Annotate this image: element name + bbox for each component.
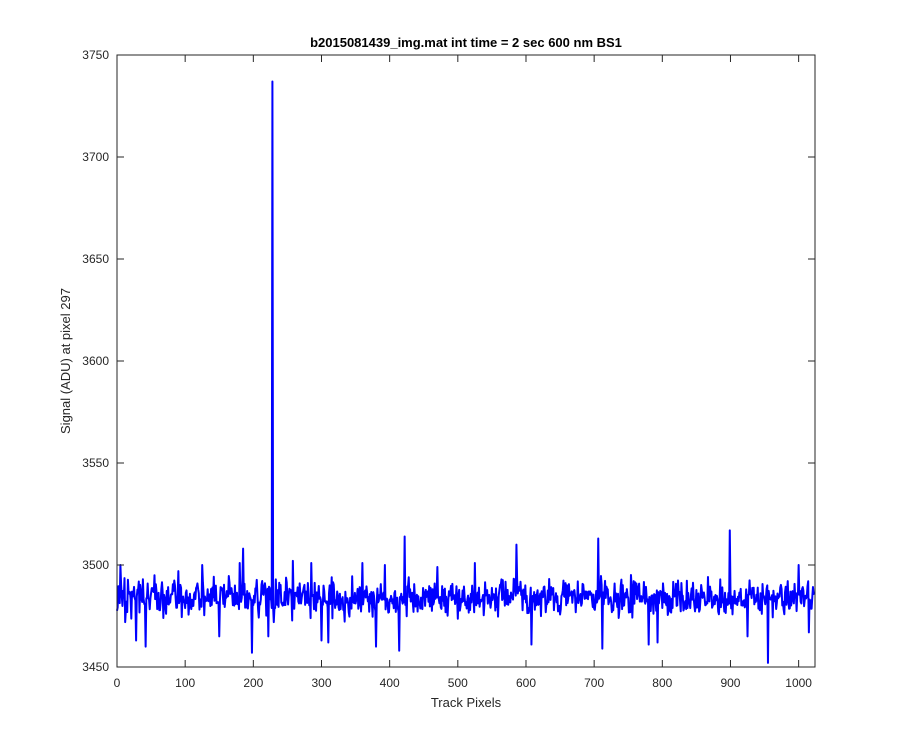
- x-tick-label: 100: [175, 676, 195, 690]
- x-axis-ticks: 0 100 200 300 400 500 600 700 800 900 1000: [114, 55, 812, 690]
- x-axis-label: Track Pixels: [431, 695, 502, 710]
- x-tick-label: 400: [380, 676, 400, 690]
- x-tick-label: 700: [584, 676, 604, 690]
- y-tick-label: 3700: [82, 150, 109, 164]
- y-axis-label: Signal (ADU) at pixel 297: [58, 288, 73, 434]
- signal-series-line: [116, 80, 816, 664]
- y-tick-label: 3650: [82, 252, 109, 266]
- y-tick-label: 3500: [82, 558, 109, 572]
- y-axis-ticks: 3450 3500 3550 3600 3650 3700 3750: [82, 48, 815, 674]
- x-tick-label: 200: [243, 676, 263, 690]
- x-tick-label: 900: [720, 676, 740, 690]
- x-tick-label: 500: [448, 676, 468, 690]
- y-tick-label: 3750: [82, 48, 109, 62]
- y-tick-label: 3550: [82, 456, 109, 470]
- x-tick-label: 600: [516, 676, 536, 690]
- y-tick-label: 3600: [82, 354, 109, 368]
- chart-title: b2015081439_img.mat int time = 2 sec 600…: [310, 35, 622, 50]
- series-layer: [116, 80, 816, 664]
- x-tick-label: 0: [114, 676, 121, 690]
- plot-area: [117, 55, 815, 667]
- x-tick-label: 1000: [785, 676, 812, 690]
- x-tick-label: 800: [652, 676, 672, 690]
- x-tick-label: 300: [311, 676, 331, 690]
- y-tick-label: 3450: [82, 660, 109, 674]
